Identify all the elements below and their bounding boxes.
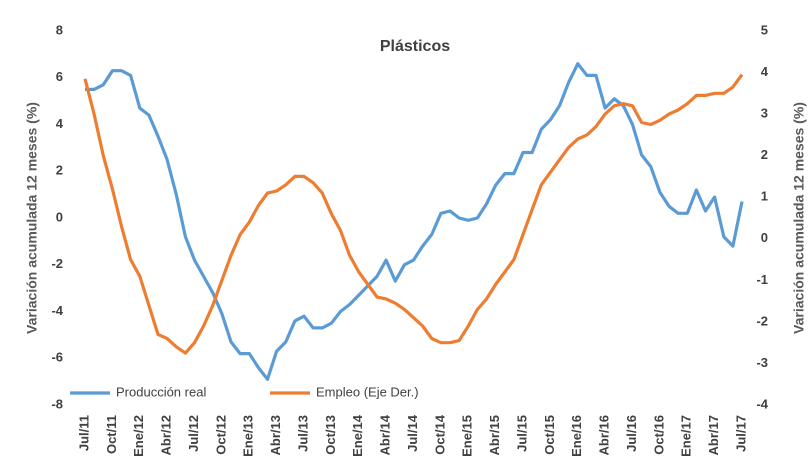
legend-label: Producción real <box>116 384 206 399</box>
x-tick-label: Jul/14 <box>405 414 420 452</box>
y2-tick-label: 3 <box>761 106 768 121</box>
x-tick-label: Ene/13 <box>241 415 256 457</box>
x-tick-label: Jul/12 <box>186 415 201 452</box>
y2-tick-label: -2 <box>756 313 768 328</box>
x-tick-label: Ene/15 <box>460 415 475 457</box>
x-tick-label: Ene/17 <box>679 415 694 457</box>
y2-tick-label: 4 <box>761 64 769 79</box>
y2-tick-label: 0 <box>761 230 768 245</box>
x-tick-label: Abr/12 <box>159 415 174 455</box>
y-tick-label: -6 <box>51 350 63 365</box>
y-tick-label: 0 <box>56 209 63 224</box>
x-tick-label: Jul/13 <box>295 415 310 452</box>
y2-tick-label: -1 <box>756 272 768 287</box>
y-tick-label: 4 <box>56 116 64 131</box>
x-tick-label: Abr/16 <box>597 415 612 455</box>
x-tick-label: Abr/15 <box>487 415 502 455</box>
x-tick-label: Jul/15 <box>514 415 529 452</box>
y-tick-label: -4 <box>51 303 63 318</box>
y-tick-label: 8 <box>56 22 63 37</box>
y2-axis-title: Variación acumulada 12 meses (%) <box>791 102 807 334</box>
y2-tick-label: 1 <box>761 189 768 204</box>
y-axis-title: Variación acumulada 12 meses (%) <box>24 102 40 334</box>
y2-tick-label: 2 <box>761 147 768 162</box>
y2-tick-label: 5 <box>761 22 768 37</box>
x-tick-label: Ene/16 <box>569 415 584 457</box>
x-tick-label: Ene/12 <box>131 415 146 457</box>
x-tick-label: Abr/14 <box>378 414 393 455</box>
series-line <box>85 62 744 381</box>
legend-label: Empleo (Eje Der.) <box>316 384 419 399</box>
x-tick-label: Abr/13 <box>268 415 283 455</box>
y-tick-label: -8 <box>51 396 63 411</box>
x-tick-label: Oct/16 <box>651 415 666 455</box>
y-tick-label: 6 <box>56 69 63 84</box>
y2-tick-label: -4 <box>756 396 768 411</box>
x-tick-label: Oct/11 <box>104 415 119 454</box>
x-tick-label: Oct/12 <box>213 415 228 455</box>
chart-title: Plásticos <box>380 38 450 55</box>
x-tick-label: Oct/15 <box>542 415 557 455</box>
x-tick-label: Jul/17 <box>733 415 748 452</box>
x-tick-label: Abr/17 <box>706 415 721 455</box>
series-line <box>83 73 744 355</box>
x-tick-label: Jul/16 <box>624 415 639 452</box>
y2-tick-label: -3 <box>756 355 768 370</box>
y-tick-label: -2 <box>51 256 63 271</box>
x-tick-label: Ene/14 <box>350 414 365 457</box>
x-tick-label: Jul/11 <box>76 415 91 451</box>
x-tick-label: Oct/13 <box>323 415 338 455</box>
x-tick-label: Oct/14 <box>432 414 447 455</box>
y-tick-label: 2 <box>56 163 63 178</box>
